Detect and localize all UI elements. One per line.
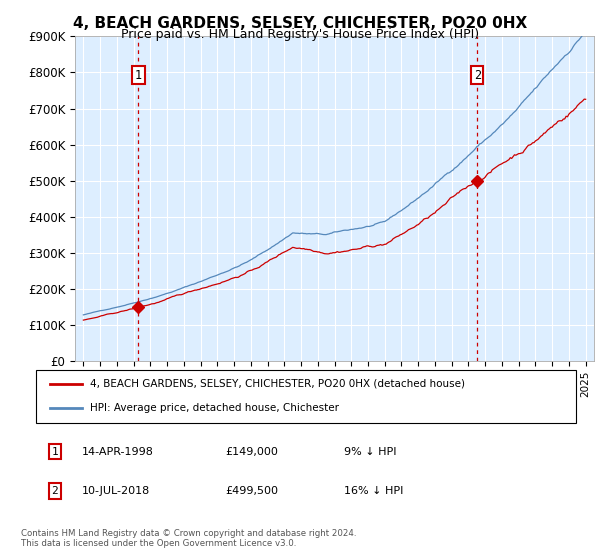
Text: 4, BEACH GARDENS, SELSEY, CHICHESTER, PO20 0HX (detached house): 4, BEACH GARDENS, SELSEY, CHICHESTER, PO… [90, 379, 465, 389]
Text: 1: 1 [135, 69, 142, 82]
Text: 16% ↓ HPI: 16% ↓ HPI [344, 486, 403, 496]
Text: 14-APR-1998: 14-APR-1998 [82, 446, 154, 456]
Text: 4, BEACH GARDENS, SELSEY, CHICHESTER, PO20 0HX: 4, BEACH GARDENS, SELSEY, CHICHESTER, PO… [73, 16, 527, 31]
Text: 9% ↓ HPI: 9% ↓ HPI [344, 446, 396, 456]
Text: 2: 2 [474, 69, 481, 82]
Text: HPI: Average price, detached house, Chichester: HPI: Average price, detached house, Chic… [90, 403, 339, 413]
Text: Contains HM Land Registry data © Crown copyright and database right 2024.: Contains HM Land Registry data © Crown c… [21, 529, 356, 538]
Text: This data is licensed under the Open Government Licence v3.0.: This data is licensed under the Open Gov… [21, 539, 296, 548]
Text: Price paid vs. HM Land Registry's House Price Index (HPI): Price paid vs. HM Land Registry's House … [121, 28, 479, 41]
Text: 10-JUL-2018: 10-JUL-2018 [82, 486, 150, 496]
Text: 1: 1 [52, 446, 58, 456]
Text: 2: 2 [52, 486, 58, 496]
Text: £499,500: £499,500 [225, 486, 278, 496]
Text: £149,000: £149,000 [225, 446, 278, 456]
